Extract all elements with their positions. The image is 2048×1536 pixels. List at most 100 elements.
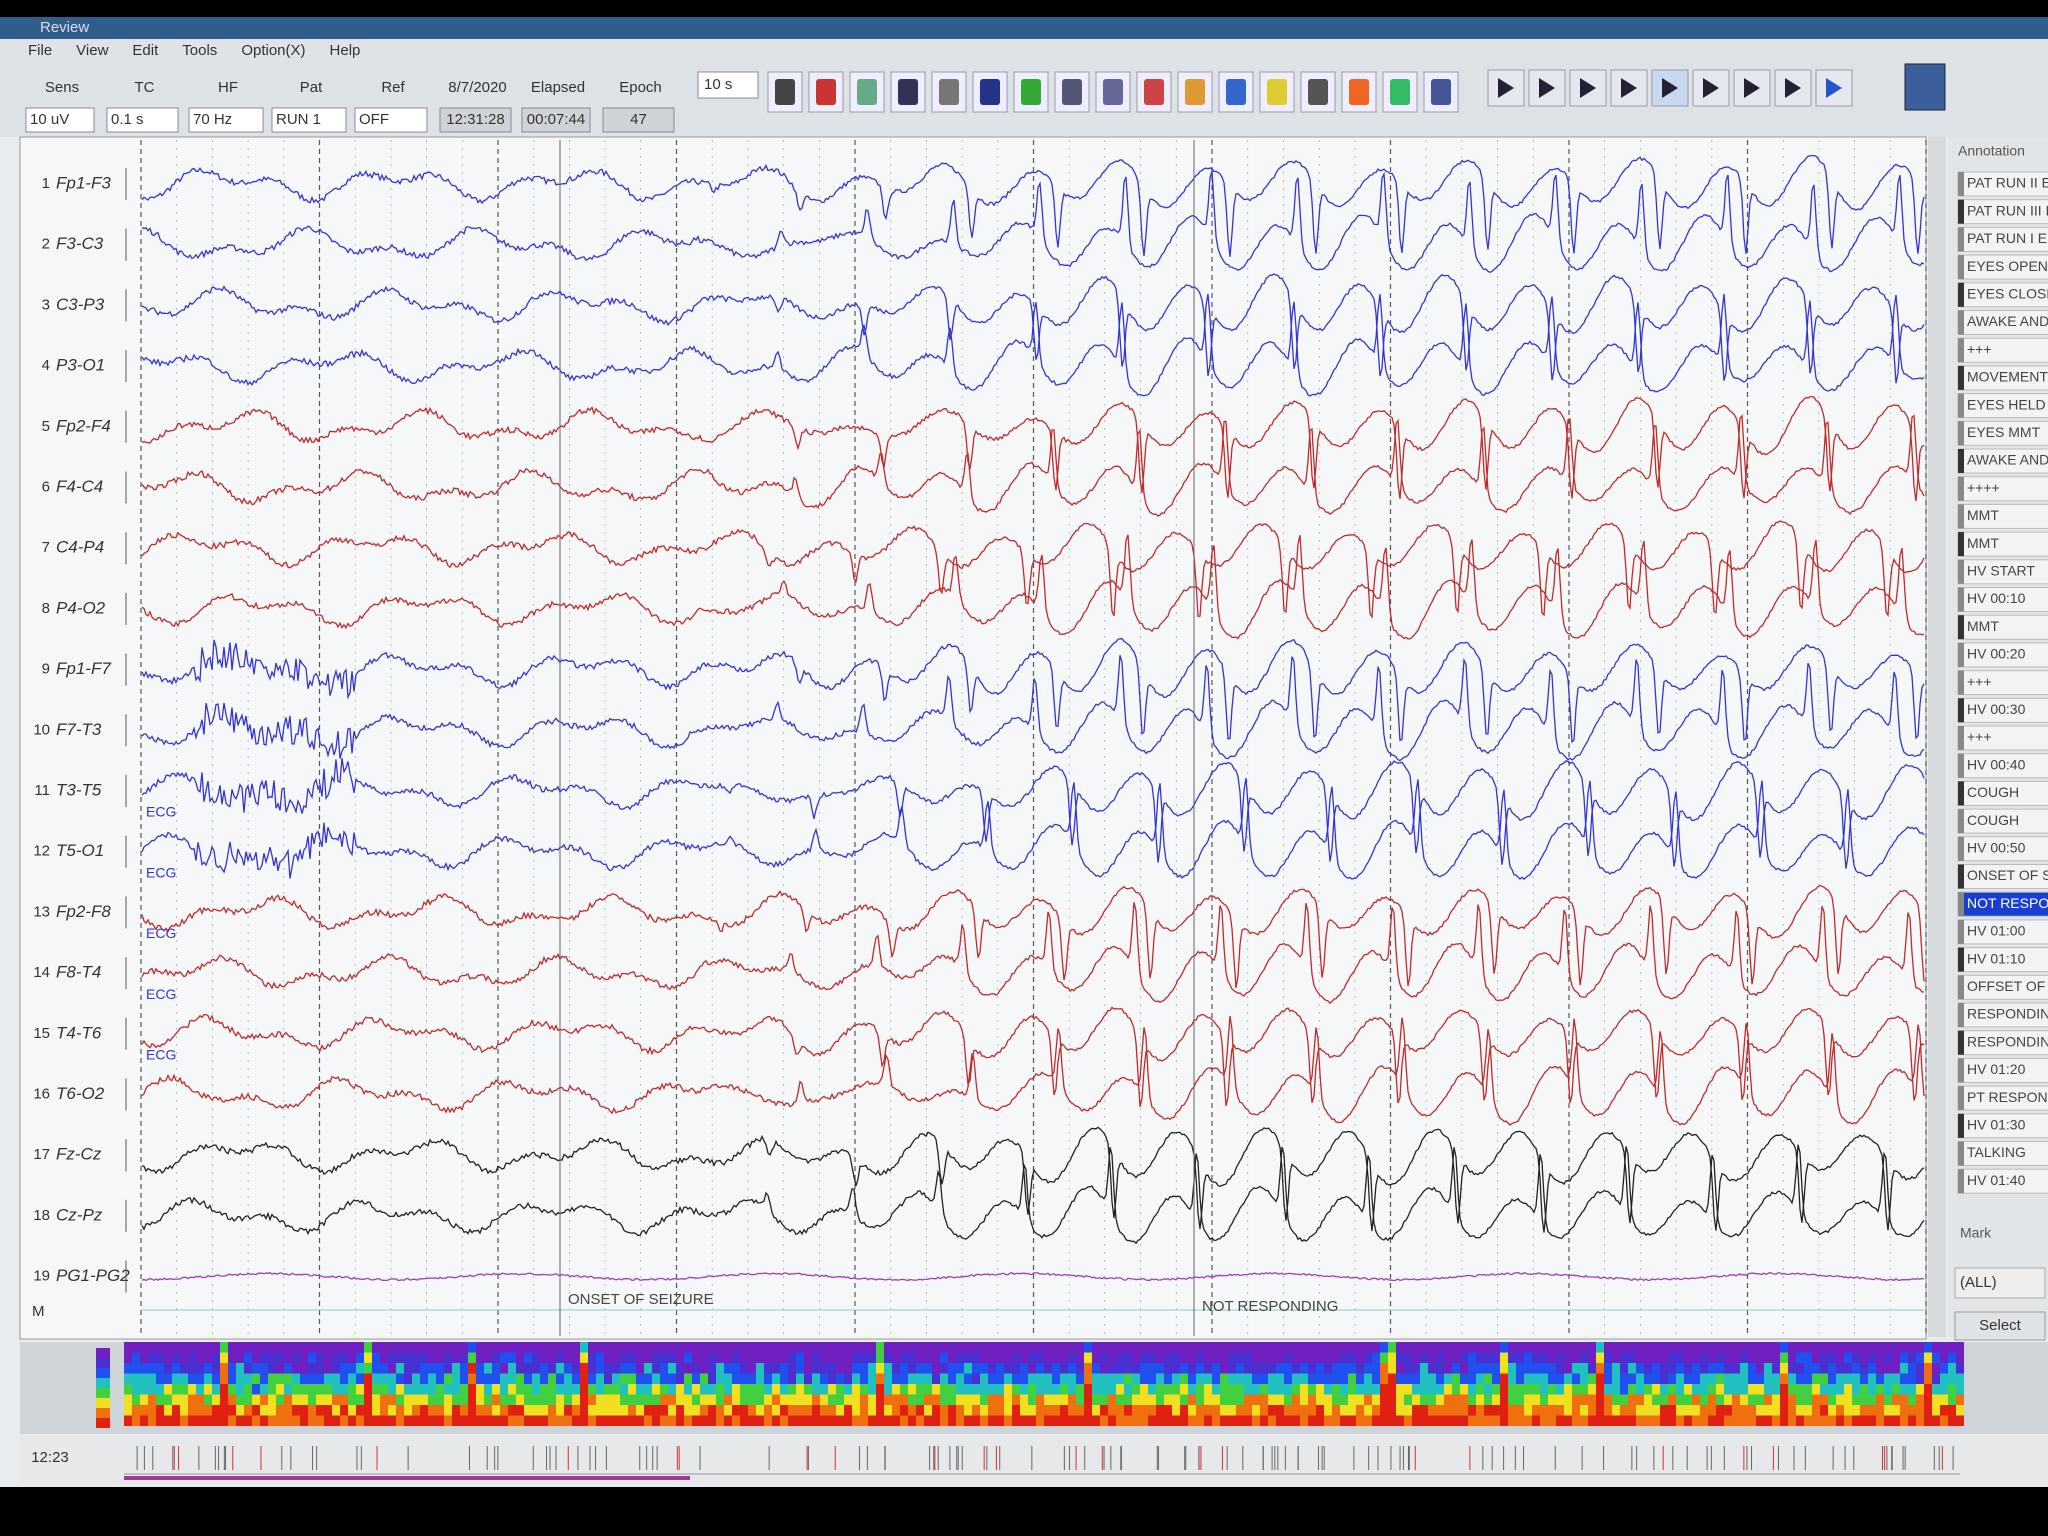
annotation-row[interactable] <box>1957 171 2048 197</box>
field-box[interactable] <box>106 107 179 133</box>
spectrogram-cell <box>476 1415 484 1426</box>
annotation-row[interactable] <box>1957 587 2048 612</box>
spectrogram-cell <box>132 1352 140 1363</box>
spectrogram-cell <box>828 1373 836 1384</box>
menu-item[interactable]: Edit <box>132 42 159 59</box>
spectrogram-cell <box>148 1415 156 1426</box>
annotation-row[interactable] <box>1957 282 2048 308</box>
spectrogram-cell <box>700 1415 708 1426</box>
spectrogram-cell <box>948 1405 956 1416</box>
annotation-row[interactable] <box>1957 199 2048 225</box>
tool-button[interactable] <box>1341 71 1377 113</box>
menu-item[interactable]: Help <box>330 42 361 59</box>
annotation-row[interactable] <box>1957 1141 2048 1166</box>
select-button[interactable] <box>1954 1311 2046 1341</box>
export-button[interactable] <box>1904 63 1946 111</box>
spectrogram-cell <box>1100 1415 1108 1426</box>
spectrogram-cell <box>988 1363 996 1374</box>
spectrogram-cell <box>164 1394 172 1405</box>
annotation-row[interactable] <box>1957 753 2048 779</box>
annotation-row[interactable] <box>1957 1030 2048 1056</box>
annotation-row[interactable] <box>1957 614 2048 640</box>
playback-button[interactable] <box>1528 69 1566 107</box>
menu-item[interactable]: Option(X) <box>241 42 305 59</box>
spectrogram-cell <box>1460 1373 1468 1384</box>
spectrogram-cell <box>1476 1394 1484 1405</box>
spectrogram-cell <box>1308 1363 1316 1374</box>
spectrogram-cell <box>1100 1384 1108 1395</box>
annotation-row[interactable] <box>1957 864 2048 889</box>
spectrogram-cell <box>1604 1405 1612 1416</box>
spectrogram-cell <box>1340 1405 1348 1416</box>
spectrogram-cell <box>1500 1363 1508 1374</box>
annotation-row[interactable] <box>1957 531 2048 557</box>
page-select[interactable] <box>697 71 759 99</box>
spectrogram-cell <box>1228 1394 1236 1405</box>
spectrogram-cell <box>724 1342 732 1353</box>
panel-title: Annotation <box>1958 143 2025 159</box>
spectrogram-cell <box>812 1415 820 1426</box>
annotation-row[interactable] <box>1957 476 2048 502</box>
spectrogram-cell <box>1772 1384 1780 1395</box>
spectrogram-cell <box>300 1394 308 1405</box>
field-box[interactable] <box>25 107 95 133</box>
annotation-row[interactable] <box>1957 226 2048 252</box>
filter-box[interactable] <box>1954 1267 2046 1299</box>
spectrogram-cell <box>788 1373 796 1384</box>
annotation-row[interactable] <box>1957 1002 2048 1028</box>
spectrogram-cell <box>284 1373 292 1384</box>
field-box[interactable] <box>439 107 512 133</box>
spectrogram-cell <box>1668 1352 1676 1363</box>
spectrogram-cell <box>740 1342 748 1353</box>
annotation-row[interactable] <box>1957 503 2048 529</box>
spectrogram-cell <box>1436 1363 1444 1374</box>
spectrogram-cell <box>1524 1363 1532 1374</box>
annotation-row[interactable] <box>1957 448 2048 474</box>
spectrogram-cell <box>820 1394 828 1405</box>
annotation-row[interactable] <box>1957 1085 2048 1111</box>
annotation-row[interactable] <box>1957 1057 2048 1083</box>
annotation-row[interactable] <box>1957 393 2048 419</box>
spectrogram-cell <box>652 1384 660 1395</box>
menu-item[interactable]: Tools <box>182 42 217 59</box>
spectrogram-cell <box>1356 1405 1364 1416</box>
spectrogram-cell <box>1076 1415 1084 1426</box>
menu-item[interactable]: View <box>76 42 108 59</box>
spectrogram-cell <box>236 1394 244 1405</box>
spectrogram-cell <box>1100 1405 1108 1416</box>
field-box[interactable] <box>271 107 347 133</box>
annotation-row[interactable] <box>1957 420 2048 446</box>
spectrogram-cell <box>1580 1373 1588 1384</box>
spectrogram-cell <box>1724 1384 1732 1395</box>
spectrogram-cell <box>164 1352 172 1363</box>
annotation-row[interactable] <box>1957 670 2048 696</box>
spectrogram-cell <box>1868 1342 1876 1353</box>
field-box[interactable] <box>354 107 428 133</box>
spectrogram-cell <box>796 1363 804 1374</box>
playback-button[interactable] <box>1651 69 1689 107</box>
spectrogram-cell <box>260 1363 268 1374</box>
annotation-item: PAT RUN III E <box>1967 202 2048 218</box>
spectrogram-cell <box>1612 1373 1620 1384</box>
spectrogram-cell <box>756 1384 764 1395</box>
field-box[interactable] <box>602 107 675 133</box>
annotation-row[interactable] <box>1957 1113 2048 1139</box>
spectrogram-cell <box>132 1394 140 1405</box>
annotation-row[interactable] <box>1957 1168 2048 1194</box>
field-box[interactable] <box>188 107 264 133</box>
spectrogram-cell <box>692 1405 700 1416</box>
annotation-row[interactable] <box>1957 365 2048 391</box>
annotation-row[interactable] <box>1957 337 2048 363</box>
spectrogram-cell <box>1356 1352 1364 1363</box>
spectrogram-cell <box>1324 1394 1332 1405</box>
spectrogram-cell <box>540 1373 548 1384</box>
spectrogram-cell <box>1836 1352 1844 1363</box>
annotation-row[interactable] <box>1957 310 2048 335</box>
spectrogram-cell <box>1612 1363 1620 1374</box>
spectrogram-cell <box>1420 1373 1428 1384</box>
annotation-row[interactable] <box>1957 974 2048 1000</box>
menu-item[interactable]: File <box>28 42 52 59</box>
annotation-row[interactable] <box>1957 836 2048 862</box>
field-box[interactable] <box>521 107 591 133</box>
spectrogram-cell <box>1244 1405 1252 1416</box>
